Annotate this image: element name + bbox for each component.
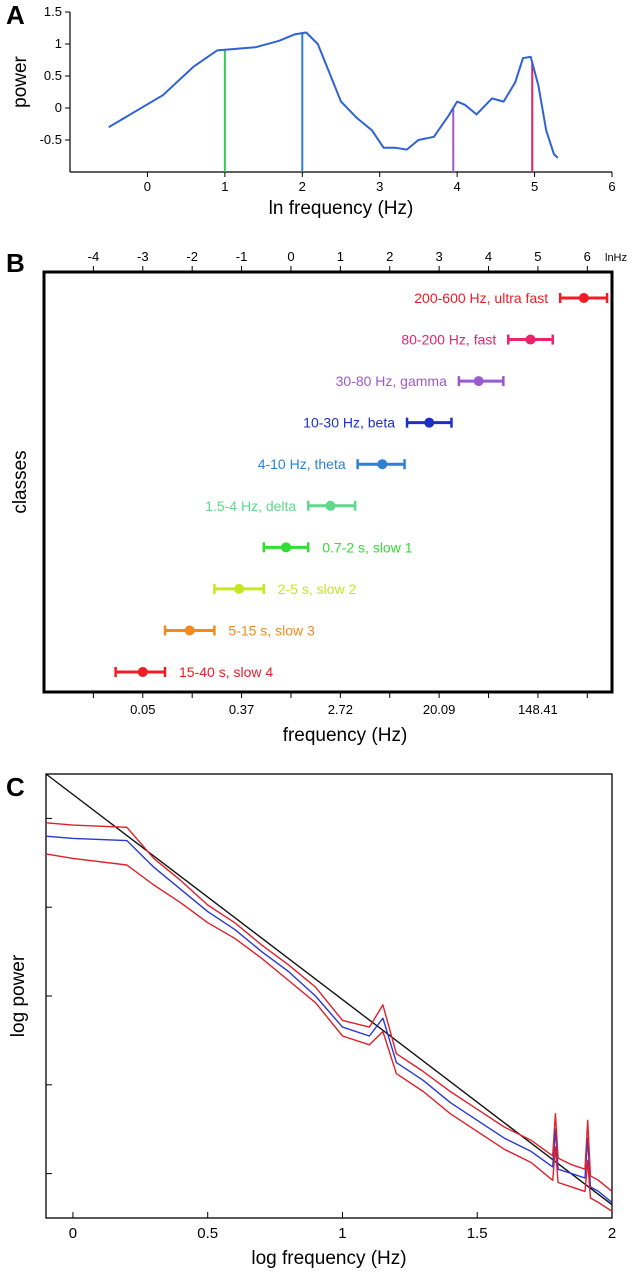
top-tick-label: -4 (88, 249, 100, 264)
plot-frame (42, 270, 614, 694)
lower-bound-line (45, 853, 613, 1212)
y-tick-label: 0.5 (44, 68, 62, 83)
top-tick-label: 2 (386, 249, 393, 264)
x-tick-label: 2 (608, 1225, 616, 1242)
x-axis-title: ln frequency (Hz) (269, 198, 414, 219)
x-tick-label: 6 (608, 179, 615, 194)
panel-b-marks: 200-600 Hz, ultra fast 80-200 Hz, fast 30-… (114, 290, 609, 680)
top-tick-label: -1 (236, 249, 248, 264)
x-tick-label: 4 (454, 179, 461, 194)
y-tick-label: 1 (55, 36, 62, 51)
x-tick-label: 3 (376, 179, 383, 194)
y-axis-title: classes (10, 450, 31, 513)
panel-c-axes: 0 0.5 1 1.5 2 log frequency (Hz) log power (8, 773, 616, 1269)
x-tick-label: 1 (221, 179, 228, 194)
top-axis-unit: lnHz (605, 252, 627, 264)
class-label: 4-10 Hz, theta (258, 456, 346, 472)
panel-a-letter: A (6, 0, 25, 30)
class-label: 80-200 Hz, fast (401, 332, 496, 348)
x-axis-title: frequency (Hz) (283, 725, 408, 746)
top-tick-label: 6 (584, 249, 591, 264)
class-center-point (281, 542, 292, 553)
plot-frame (45, 773, 613, 1219)
x-tick-label: 1.5 (467, 1225, 488, 1242)
y-axis-title: log power (8, 954, 29, 1037)
x-tick-label: 2 (299, 179, 306, 194)
class-center-point (578, 293, 589, 303)
panel-b: B -4 -3 -2 -1 0 1 2 3 4 5 6 lnHz 0.05 0.37 2.72 20.09 14… (6, 248, 627, 746)
power-law-fit-line (45, 773, 613, 1206)
top-tick-label: 5 (534, 249, 541, 264)
x-tick-label: 0 (144, 179, 151, 194)
top-tick-label: -3 (137, 249, 149, 264)
class-center-point (184, 625, 195, 636)
x-tick-label: 1 (338, 1225, 346, 1242)
class-label: 2-5 s, slow 2 (278, 581, 357, 597)
bottom-tick-label: 0.37 (229, 702, 254, 717)
y-axis-title: power (10, 55, 31, 107)
class-center-point (137, 667, 148, 677)
top-tick-label: 4 (485, 249, 492, 264)
class-label: 0.7-2 s, slow 1 (322, 539, 412, 555)
x-tick-label: 0.5 (197, 1225, 218, 1242)
upper-bound-line (45, 822, 613, 1192)
bottom-tick-label: 148.41 (518, 702, 558, 717)
bottom-tick-label: 2.72 (328, 702, 353, 717)
class-label: 5-15 s, slow 3 (228, 622, 315, 638)
panel-b-axes: -4 -3 -2 -1 0 1 2 3 4 5 6 lnHz 0.05 0.37 2.72 20.09 148.… (10, 249, 627, 746)
class-label: 30-80 Hz, gamma (336, 373, 447, 389)
class-center-point (377, 459, 388, 470)
mean-spectrum-line (45, 835, 613, 1204)
top-tick-label: 0 (287, 249, 294, 264)
class-label: 1.5-4 Hz, delta (205, 498, 296, 514)
panel-c: C 0 0.5 1 1.5 2 log frequency (Hz) log power (6, 772, 616, 1269)
panel-b-letter: B (6, 248, 25, 278)
panel-a: A 0 1 2 3 4 5 6 -0.5 0 0.5 1 1.5 ln frequency (Hz) po… (6, 0, 616, 219)
class-label: 10-30 Hz, beta (303, 415, 395, 431)
class-center-point (525, 334, 536, 345)
bottom-tick-label: 0.05 (130, 702, 155, 717)
power-spectrum-line (108, 31, 559, 159)
y-tick-label: 0 (55, 100, 62, 115)
top-tick-label: -2 (186, 249, 198, 264)
class-center-point (424, 417, 435, 428)
panel-c-marks (45, 773, 613, 1212)
bottom-tick-label: 20.09 (423, 702, 456, 717)
class-center-point (234, 583, 245, 594)
class-center-point (325, 500, 336, 511)
panel-c-letter: C (6, 772, 25, 802)
class-label: 15-40 s, slow 4 (179, 664, 273, 680)
x-axis-title: log frequency (Hz) (251, 1248, 406, 1269)
y-tick-label: 1.5 (44, 4, 62, 19)
y-tick-label: -0.5 (40, 132, 62, 147)
x-tick-label: 0 (69, 1225, 77, 1242)
class-center-point (473, 376, 484, 387)
panel-a-axes: 0 1 2 3 4 5 6 -0.5 0 0.5 1 1.5 ln frequency (Hz) powe… (10, 4, 616, 219)
panel-a-marks (108, 31, 559, 172)
top-tick-label: 1 (337, 249, 344, 264)
class-label: 200-600 Hz, ultra fast (414, 290, 548, 306)
top-tick-label: 3 (436, 249, 443, 264)
x-tick-label: 5 (531, 179, 538, 194)
